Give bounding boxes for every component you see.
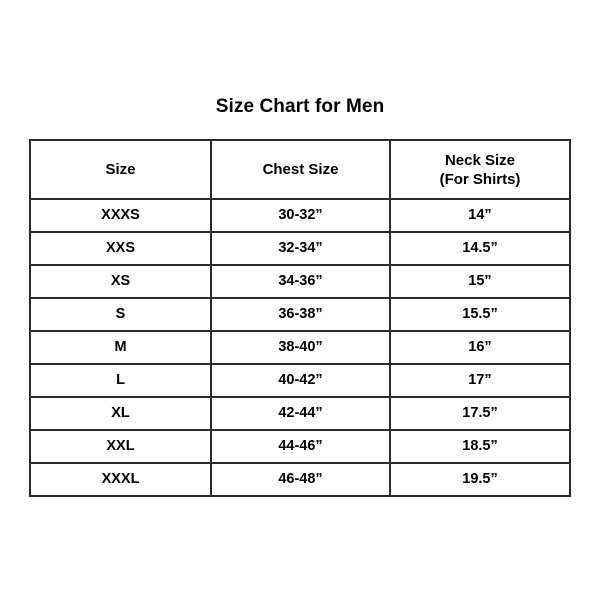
cell-size: XS [29,264,212,299]
column-header-size: Size [29,139,212,200]
column-header-size-label: Size [105,161,136,178]
cell-size: XXXL [29,462,212,497]
cell-chest: 34-36” [210,264,391,299]
cell-size: S [29,297,212,332]
cell-chest: 36-38” [210,297,391,332]
cell-neck: 14” [389,198,571,233]
table-row: XXL 44-46” 18.5” [29,429,571,464]
cell-size: L [29,363,212,398]
column-header-neck-size: Neck Size (For Shirts) [389,139,571,200]
cell-neck: 14.5” [389,231,571,266]
size-chart-table-container: Size Chest Size Neck Size (For Shirts) X… [29,139,571,497]
cell-size: M [29,330,212,365]
cell-neck: 15” [389,264,571,299]
cell-size: XXL [29,429,212,464]
cell-size: XL [29,396,212,431]
cell-neck: 19.5” [389,462,571,497]
table-header-row: Size Chest Size Neck Size (For Shirts) [29,139,571,200]
table-row: XXXS 30-32” 14” [29,198,571,233]
column-header-chest-size-label: Chest Size [262,161,339,178]
cell-size: XXS [29,231,212,266]
table-row: S 36-38” 15.5” [29,297,571,332]
cell-neck: 15.5” [389,297,571,332]
table-row: XL 42-44” 17.5” [29,396,571,431]
table-row: XS 34-36” 15” [29,264,571,299]
table-body: XXXS 30-32” 14” XXS 32-34” 14.5” XS 34-3… [29,198,571,497]
cell-chest: 44-46” [210,429,391,464]
cell-neck: 17” [389,363,571,398]
cell-chest: 40-42” [210,363,391,398]
table-row: XXXL 46-48” 19.5” [29,462,571,497]
cell-chest: 42-44” [210,396,391,431]
table-header: Size Chest Size Neck Size (For Shirts) [29,139,571,200]
table-row: L 40-42” 17” [29,363,571,398]
table-row: XXS 32-34” 14.5” [29,231,571,266]
cell-chest: 32-34” [210,231,391,266]
page-title: Size Chart for Men [215,96,385,117]
cell-chest: 30-32” [210,198,391,233]
cell-chest: 46-48” [210,462,391,497]
column-header-neck-size-sublabel: (For Shirts) [439,170,521,188]
table-row: M 38-40” 16” [29,330,571,365]
cell-chest: 38-40” [210,330,391,365]
size-chart-table: Size Chest Size Neck Size (For Shirts) X… [29,139,571,497]
column-header-chest-size: Chest Size [210,139,391,200]
cell-neck: 18.5” [389,429,571,464]
cell-size: XXXS [29,198,212,233]
cell-neck: 16” [389,330,571,365]
cell-neck: 17.5” [389,396,571,431]
column-header-neck-size-label: Neck Size [444,151,516,169]
